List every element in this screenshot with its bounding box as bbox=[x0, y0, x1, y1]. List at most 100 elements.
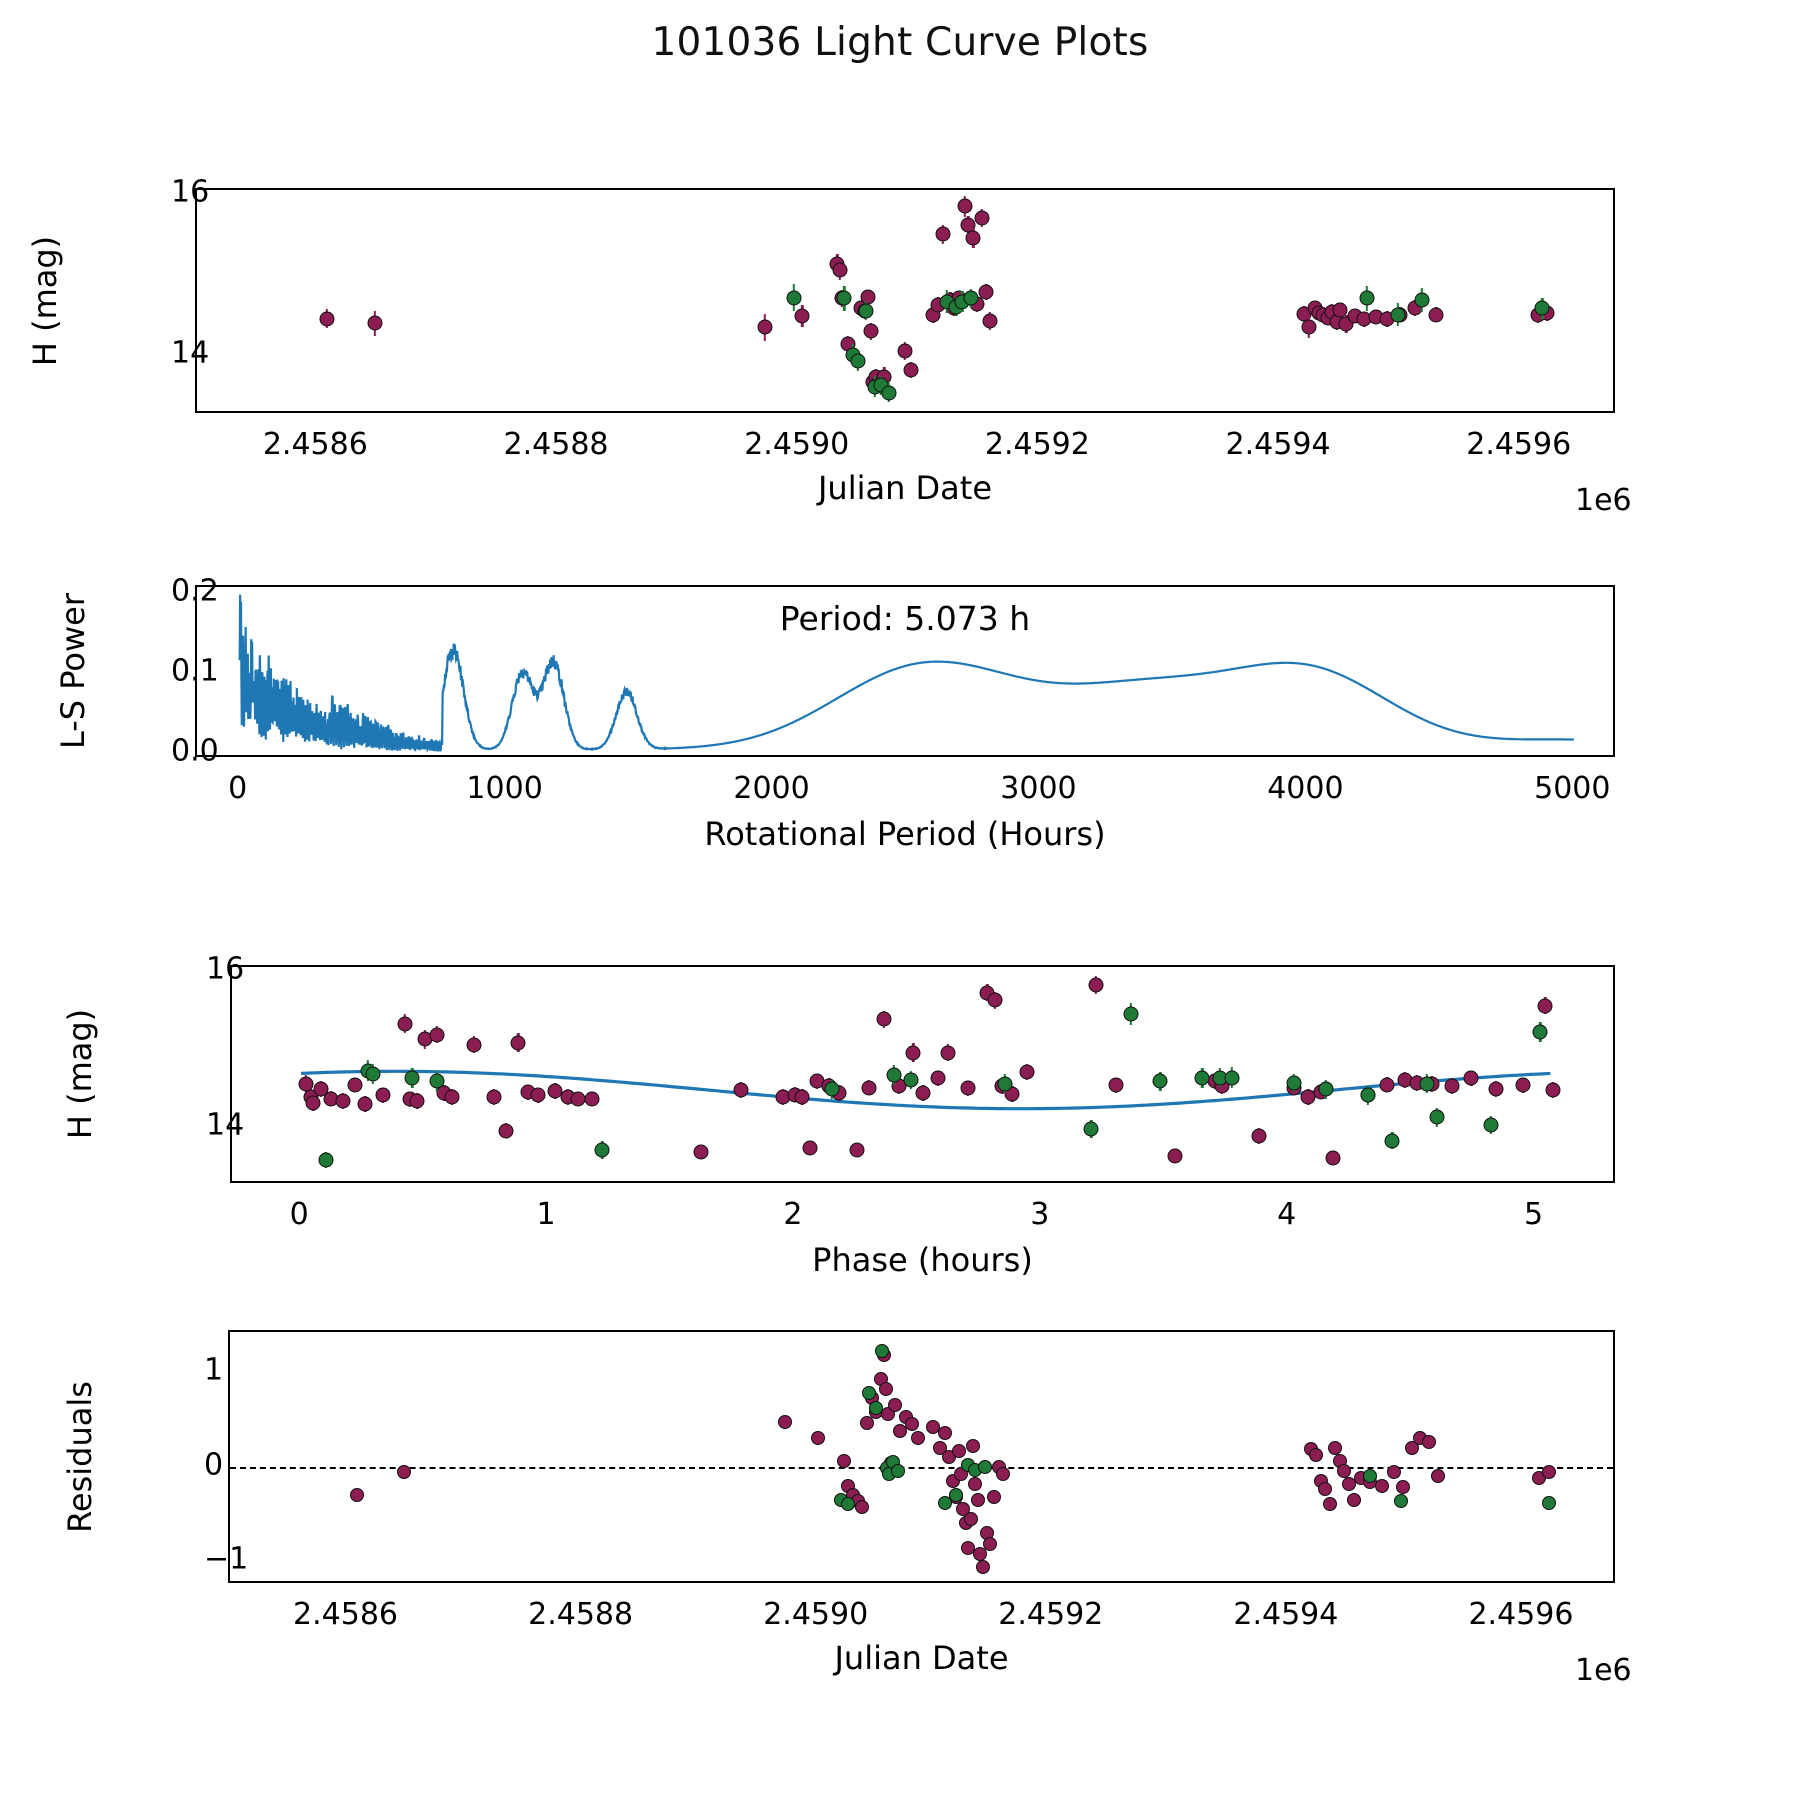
data-point bbox=[1318, 1482, 1333, 1497]
data-point bbox=[903, 362, 919, 378]
x-tick-label: 2.4596 bbox=[1466, 427, 1572, 462]
x-tick bbox=[774, 755, 776, 757]
data-point bbox=[937, 1426, 952, 1441]
data-point bbox=[977, 1459, 992, 1474]
x-tick bbox=[818, 1581, 820, 1583]
x-tick-label: 1 bbox=[536, 1197, 556, 1232]
x-tick bbox=[548, 1181, 550, 1183]
data-point bbox=[897, 343, 913, 359]
data-point bbox=[318, 1152, 334, 1168]
residuals-axes bbox=[228, 1330, 1615, 1583]
data-point bbox=[935, 226, 951, 242]
data-point bbox=[786, 290, 802, 306]
data-point bbox=[905, 1045, 921, 1061]
data-point bbox=[963, 1511, 978, 1526]
periodogram-axes bbox=[195, 585, 1615, 757]
x-tick-label: 2000 bbox=[733, 771, 810, 806]
x-tick bbox=[1521, 411, 1523, 413]
x-tick-label: 2.4586 bbox=[262, 427, 368, 462]
data-point bbox=[1123, 1006, 1139, 1022]
data-point bbox=[757, 319, 773, 335]
data-point bbox=[925, 1419, 940, 1434]
data-point bbox=[777, 1415, 792, 1430]
data-point bbox=[1396, 1480, 1411, 1495]
phase-folded-xlabel: Phase (hours) bbox=[812, 1241, 1033, 1279]
data-point bbox=[802, 1140, 818, 1156]
x-tick bbox=[795, 1181, 797, 1183]
data-point bbox=[1167, 1148, 1183, 1164]
data-point bbox=[1483, 1117, 1499, 1133]
data-point bbox=[1083, 1121, 1099, 1137]
data-point bbox=[1359, 290, 1375, 306]
data-point bbox=[1532, 1024, 1548, 1040]
x-tick-label: 0 bbox=[228, 771, 248, 806]
x-tick-label: 2.4592 bbox=[998, 1597, 1104, 1632]
x-tick-label: 2 bbox=[783, 1197, 803, 1232]
residuals-x-offset-label: 1e6 bbox=[1575, 1653, 1632, 1688]
data-point bbox=[510, 1035, 526, 1051]
data-point bbox=[970, 1492, 985, 1507]
data-point bbox=[404, 1070, 420, 1086]
data-point bbox=[1428, 307, 1444, 323]
data-point bbox=[1088, 977, 1104, 993]
residuals-ylabel: Residuals bbox=[61, 1380, 99, 1533]
x-tick bbox=[240, 755, 242, 757]
data-point bbox=[1537, 998, 1553, 1014]
data-point bbox=[1431, 1469, 1446, 1484]
data-point bbox=[365, 1066, 381, 1082]
x-tick-label: 2.4586 bbox=[293, 1597, 399, 1632]
data-point bbox=[832, 262, 848, 278]
data-point bbox=[396, 1465, 411, 1480]
data-point bbox=[963, 290, 979, 306]
x-tick bbox=[1040, 755, 1042, 757]
x-tick bbox=[301, 1181, 303, 1183]
panel-phase-folded: H (mag) Phase (hours) 0 1 2 3 4 5 14 16 bbox=[61, 951, 1615, 1279]
x-tick bbox=[1307, 755, 1309, 757]
data-point bbox=[862, 1385, 877, 1400]
x-tick bbox=[348, 1581, 350, 1583]
data-point bbox=[996, 1467, 1011, 1482]
data-point bbox=[875, 1343, 890, 1358]
data-point bbox=[810, 1431, 825, 1446]
x-tick bbox=[1574, 755, 1576, 757]
x-tick bbox=[558, 411, 560, 413]
data-point bbox=[982, 313, 998, 329]
data-point bbox=[397, 1016, 413, 1032]
periodogram-trace bbox=[238, 594, 1574, 753]
data-point bbox=[910, 1431, 925, 1446]
data-point bbox=[1019, 1064, 1035, 1080]
data-point bbox=[1393, 1493, 1408, 1508]
x-tick bbox=[1042, 1181, 1044, 1183]
light-curve-ylabel: H (mag) bbox=[26, 235, 64, 366]
data-point bbox=[367, 315, 383, 331]
data-point bbox=[886, 1067, 902, 1083]
x-tick bbox=[1280, 411, 1282, 413]
x-tick bbox=[317, 411, 319, 413]
x-tick-label: 5000 bbox=[1534, 771, 1611, 806]
data-point bbox=[1463, 1070, 1479, 1086]
data-point bbox=[1363, 1469, 1378, 1484]
data-point bbox=[1541, 1495, 1556, 1510]
data-point bbox=[1545, 1082, 1561, 1098]
data-point bbox=[1390, 307, 1406, 323]
x-tick bbox=[1039, 411, 1041, 413]
data-point bbox=[693, 1144, 709, 1160]
data-point bbox=[1323, 1497, 1338, 1512]
data-point bbox=[794, 1089, 810, 1105]
light-curve-x-offset-label: 1e6 bbox=[1575, 483, 1632, 518]
data-point bbox=[983, 1537, 998, 1552]
data-point bbox=[997, 1076, 1013, 1092]
data-point bbox=[869, 1400, 884, 1415]
data-point bbox=[890, 1464, 905, 1479]
data-point bbox=[860, 1415, 875, 1430]
data-point bbox=[305, 1095, 321, 1111]
data-point bbox=[444, 1089, 460, 1105]
data-point bbox=[1429, 1109, 1445, 1125]
x-tick-label: 2.4596 bbox=[1468, 1597, 1574, 1632]
data-point bbox=[1421, 1434, 1436, 1449]
light-curve-xlabel: Julian Date bbox=[817, 469, 993, 507]
data-point bbox=[937, 1495, 952, 1510]
periodogram-xlabel: Rotational Period (Hours) bbox=[704, 815, 1106, 853]
x-tick-label: 2.4592 bbox=[984, 427, 1090, 462]
